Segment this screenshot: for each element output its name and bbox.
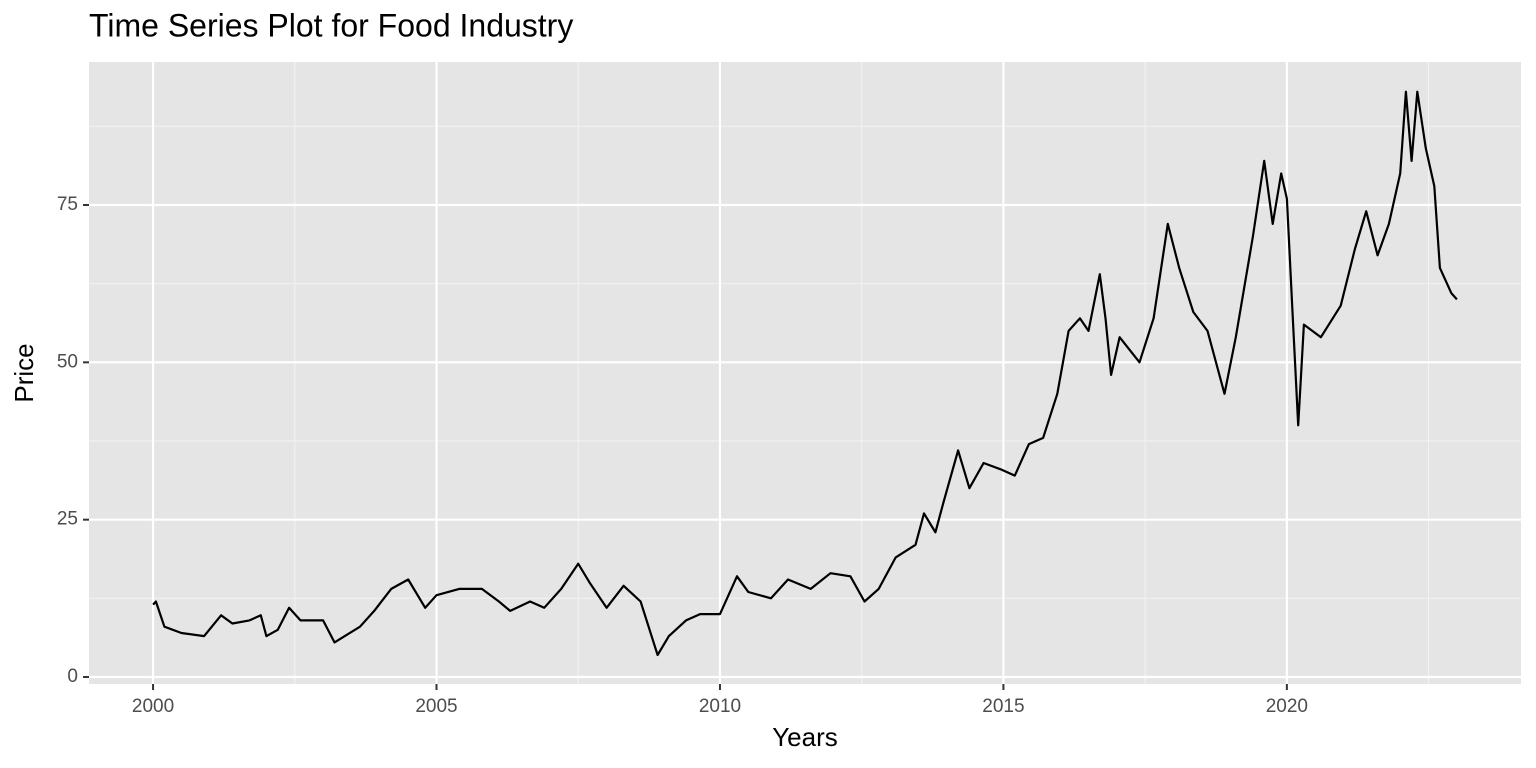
y-axis-label: Price [9, 343, 39, 402]
x-tick-label: 2015 [982, 696, 1024, 717]
plot-panel [89, 62, 1521, 684]
x-tick-label: 2010 [699, 696, 741, 717]
y-tick-label: 25 [57, 509, 78, 530]
x-tick-label: 2000 [132, 696, 174, 717]
y-tick-label: 0 [67, 666, 78, 687]
x-tick-label: 2005 [415, 696, 457, 717]
chart-title: Time Series Plot for Food Industry [89, 7, 573, 43]
x-axis-label: Years [772, 722, 838, 752]
y-tick-label: 50 [57, 351, 78, 372]
data-line [152, 90, 1458, 657]
y-tick-label: 75 [57, 194, 78, 215]
x-tick-label: 2020 [1266, 696, 1308, 717]
